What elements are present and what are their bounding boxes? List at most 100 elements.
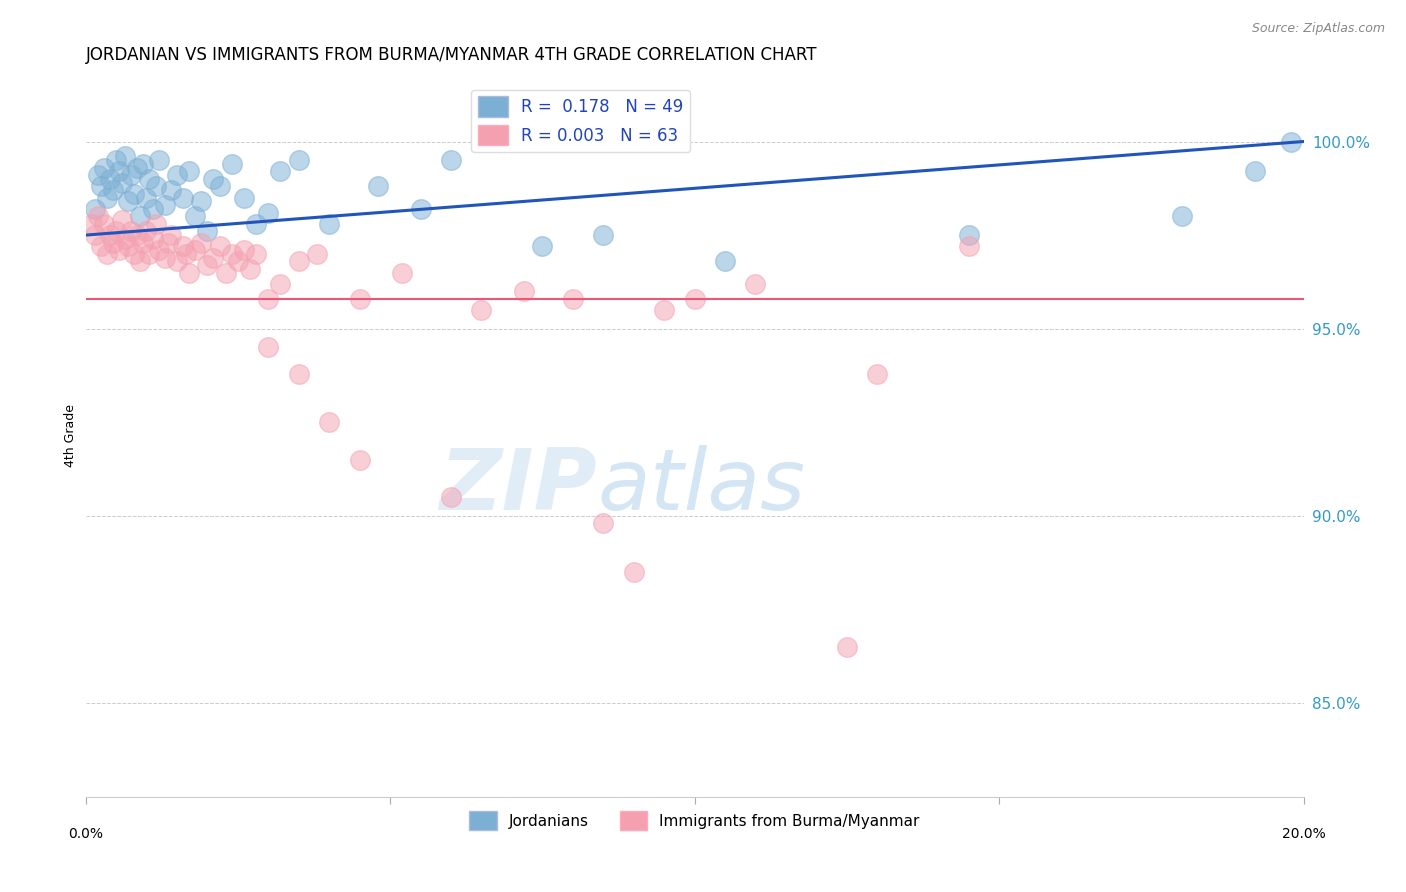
Point <box>208 239 231 253</box>
Point <box>531 239 554 253</box>
Point <box>117 239 139 253</box>
Point <box>287 153 309 168</box>
Point <box>349 292 371 306</box>
Point <box>96 247 118 261</box>
Point <box>245 217 267 231</box>
Point <box>683 292 706 306</box>
Point <box>138 172 160 186</box>
Point <box>269 277 291 291</box>
Point <box>153 198 176 212</box>
Point <box>117 194 139 209</box>
Point <box>409 202 432 216</box>
Point <box>122 186 145 201</box>
Point <box>957 239 980 253</box>
Point <box>145 217 167 231</box>
Point <box>592 228 614 243</box>
Point <box>159 183 181 197</box>
Point <box>440 490 463 504</box>
Text: 20.0%: 20.0% <box>1282 827 1326 841</box>
Legend: Jordanians, Immigrants from Burma/Myanmar: Jordanians, Immigrants from Burma/Myanma… <box>463 805 927 836</box>
Point <box>135 224 157 238</box>
Point <box>592 516 614 531</box>
Point <box>87 168 110 182</box>
Point <box>104 153 127 168</box>
Point <box>132 157 155 171</box>
Point <box>652 303 675 318</box>
Point <box>156 235 179 250</box>
Point <box>120 168 142 182</box>
Point <box>214 266 236 280</box>
Y-axis label: 4th Grade: 4th Grade <box>65 404 77 467</box>
Point <box>714 254 737 268</box>
Point <box>138 247 160 261</box>
Point <box>93 161 115 175</box>
Text: ZIP: ZIP <box>440 444 598 527</box>
Point <box>367 179 389 194</box>
Point <box>114 232 136 246</box>
Text: 0.0%: 0.0% <box>67 827 103 841</box>
Point <box>318 217 340 231</box>
Point <box>245 247 267 261</box>
Point <box>184 243 207 257</box>
Point <box>108 243 131 257</box>
Point <box>221 157 243 171</box>
Point <box>174 247 197 261</box>
Text: Source: ZipAtlas.com: Source: ZipAtlas.com <box>1251 22 1385 36</box>
Point <box>221 247 243 261</box>
Point <box>83 202 105 216</box>
Point <box>141 232 163 246</box>
Point <box>90 239 112 253</box>
Point <box>184 210 207 224</box>
Point <box>93 217 115 231</box>
Point <box>101 235 124 250</box>
Point <box>1171 210 1194 224</box>
Point <box>98 172 121 186</box>
Point <box>208 179 231 194</box>
Point <box>166 168 188 182</box>
Point <box>148 153 170 168</box>
Point <box>98 228 121 243</box>
Point <box>835 640 858 654</box>
Point <box>195 224 218 238</box>
Point <box>513 285 536 299</box>
Point <box>957 228 980 243</box>
Point <box>166 254 188 268</box>
Point <box>318 415 340 429</box>
Point <box>135 191 157 205</box>
Point <box>104 224 127 238</box>
Point <box>145 179 167 194</box>
Point <box>153 251 176 265</box>
Point <box>87 210 110 224</box>
Point <box>257 292 280 306</box>
Point <box>90 179 112 194</box>
Point <box>866 367 889 381</box>
Point <box>122 247 145 261</box>
Point <box>287 254 309 268</box>
Point <box>1244 164 1267 178</box>
Point <box>80 217 103 231</box>
Point <box>239 261 262 276</box>
Point <box>232 243 254 257</box>
Point <box>287 367 309 381</box>
Point <box>127 228 149 243</box>
Point <box>744 277 766 291</box>
Text: atlas: atlas <box>598 444 806 527</box>
Point <box>226 254 249 268</box>
Point <box>111 213 134 227</box>
Point <box>561 292 583 306</box>
Point <box>349 452 371 467</box>
Point <box>440 153 463 168</box>
Point <box>232 191 254 205</box>
Point <box>177 266 200 280</box>
Point <box>172 239 194 253</box>
Point <box>257 205 280 219</box>
Point <box>141 202 163 216</box>
Point <box>159 228 181 243</box>
Point <box>305 247 328 261</box>
Point <box>190 235 212 250</box>
Point <box>391 266 413 280</box>
Point <box>202 251 225 265</box>
Point <box>114 149 136 163</box>
Point <box>96 191 118 205</box>
Point <box>190 194 212 209</box>
